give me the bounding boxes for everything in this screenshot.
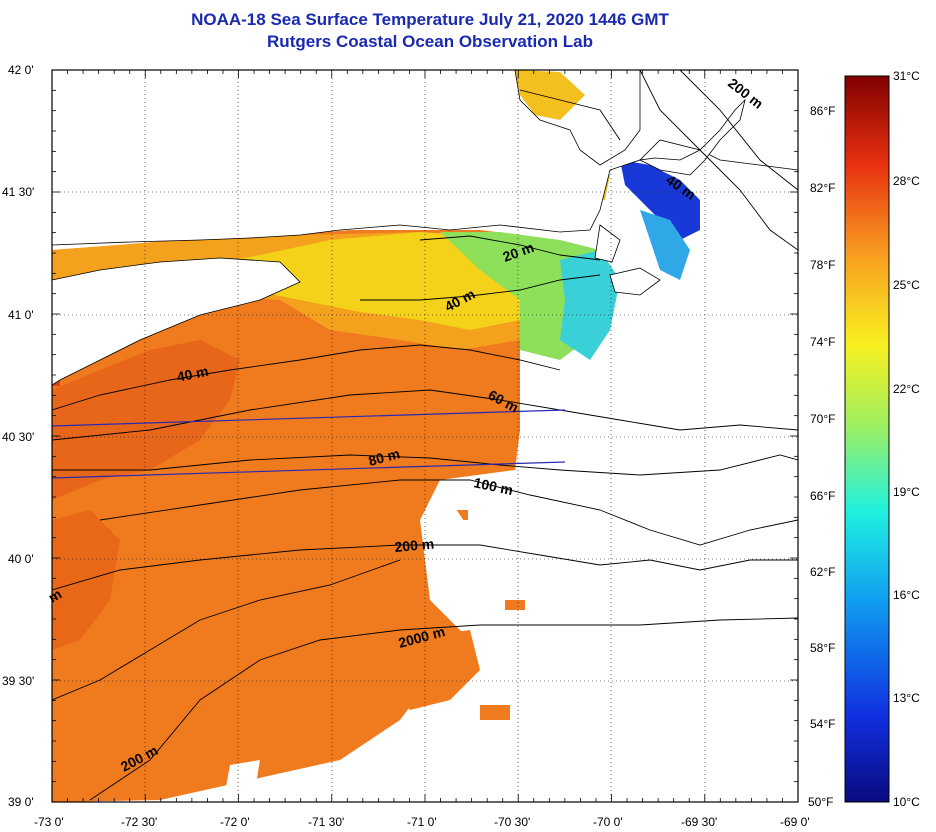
celsius-label: 31°C bbox=[893, 69, 920, 83]
map-title: NOAA-18 Sea Surface Temperature July 21,… bbox=[191, 10, 669, 29]
contour-80m bbox=[52, 454, 798, 476]
cold-water-region bbox=[620, 160, 700, 240]
transect-south bbox=[51, 461, 566, 479]
fahrenheit-scale: 86°F 82°F 78°F 74°F 70°F 66°F 62°F 58°F … bbox=[808, 104, 835, 809]
contour-40m-north bbox=[360, 274, 601, 301]
lon-label: -71 30' bbox=[308, 815, 344, 829]
lon-label: -73 0' bbox=[34, 815, 64, 829]
contour-label: 40 m bbox=[175, 363, 210, 385]
mainland bbox=[52, 70, 798, 246]
celsius-label: 22°C bbox=[893, 382, 920, 396]
contour-2000m bbox=[89, 617, 798, 801]
lat-label: 40 0' bbox=[8, 552, 34, 566]
bay-patch bbox=[515, 70, 585, 120]
fahrenheit-label: 70°F bbox=[810, 412, 835, 426]
fahrenheit-label: 62°F bbox=[810, 565, 835, 579]
fahrenheit-label: 82°F bbox=[810, 181, 835, 195]
lon-label: -72 0' bbox=[220, 815, 250, 829]
contour-40m bbox=[52, 344, 561, 411]
marthas-vineyard bbox=[594, 224, 621, 263]
contour-gom-1 bbox=[639, 70, 798, 251]
axis-ticks bbox=[51, 69, 799, 803]
lat-label: 42 0' bbox=[8, 63, 34, 77]
cape-cod bbox=[638, 98, 746, 176]
lat-label: 40 30' bbox=[2, 430, 34, 444]
celsius-label: 19°C bbox=[893, 485, 920, 499]
offshore-patch bbox=[480, 705, 510, 720]
warm-water-core bbox=[52, 340, 240, 500]
lon-label: -72 30' bbox=[121, 815, 157, 829]
celsius-scale: 31°C 28°C 25°C 22°C 19°C 16°C 13°C 10°C bbox=[893, 69, 920, 809]
transects bbox=[51, 409, 566, 479]
contour-100m bbox=[99, 479, 798, 546]
contour-200m bbox=[52, 544, 798, 591]
lon-label: -71 0' bbox=[407, 815, 437, 829]
graticule bbox=[52, 70, 798, 802]
contour-20m bbox=[419, 235, 601, 261]
contour-label: 80 m bbox=[367, 445, 402, 469]
offshore-patch bbox=[390, 630, 480, 710]
celsius-label: 25°C bbox=[893, 278, 920, 292]
lat-axis: 42 0' 41 30' 41 0' 40 30' 40 0' 39 30' 3… bbox=[2, 63, 34, 809]
contour-label: 200 m bbox=[394, 536, 435, 555]
celsius-label: 10°C bbox=[893, 795, 920, 809]
lon-label: -69 0' bbox=[780, 815, 810, 829]
sst-field bbox=[52, 70, 798, 802]
celsius-label: 28°C bbox=[893, 174, 920, 188]
offshore-patch bbox=[505, 600, 525, 610]
lat-label: 39 30' bbox=[2, 674, 34, 688]
fahrenheit-label: 66°F bbox=[810, 489, 835, 503]
lon-label: -70 30' bbox=[494, 815, 530, 829]
lat-label: 41 0' bbox=[8, 308, 34, 322]
cloud-gap bbox=[420, 500, 470, 580]
yellow-band bbox=[180, 232, 520, 330]
fahrenheit-label: 78°F bbox=[810, 258, 835, 272]
lat-label: 39 0' bbox=[8, 795, 34, 809]
contour-gom-2 bbox=[679, 70, 798, 191]
lon-axis: -73 0' -72 30' -72 0' -71 30' -71 0' -70… bbox=[34, 815, 810, 829]
contour-60m bbox=[52, 389, 798, 441]
celsius-label: 16°C bbox=[893, 588, 920, 602]
cyan-region bbox=[560, 250, 620, 360]
lon-label: -69 30' bbox=[681, 815, 717, 829]
contour-deep bbox=[52, 559, 401, 701]
map-subtitle: Rutgers Coastal Ocean Observation Lab bbox=[267, 32, 593, 51]
lat-label: 41 30' bbox=[2, 185, 34, 199]
bathymetry-contours bbox=[52, 70, 798, 801]
nantucket bbox=[609, 267, 661, 296]
long-island bbox=[52, 257, 301, 386]
colorbar bbox=[844, 75, 890, 803]
cloud-gap bbox=[225, 760, 260, 792]
transect-north bbox=[51, 409, 566, 427]
lon-label: -70 0' bbox=[593, 815, 623, 829]
fahrenheit-label: 50°F bbox=[808, 795, 833, 809]
fahrenheit-label: 86°F bbox=[810, 104, 835, 118]
fahrenheit-label: 54°F bbox=[810, 717, 835, 731]
contour-bay bbox=[519, 89, 621, 141]
fahrenheit-label: 74°F bbox=[810, 335, 835, 349]
cool-water-region bbox=[640, 210, 690, 280]
fahrenheit-label: 58°F bbox=[810, 641, 835, 655]
celsius-label: 13°C bbox=[893, 691, 920, 705]
